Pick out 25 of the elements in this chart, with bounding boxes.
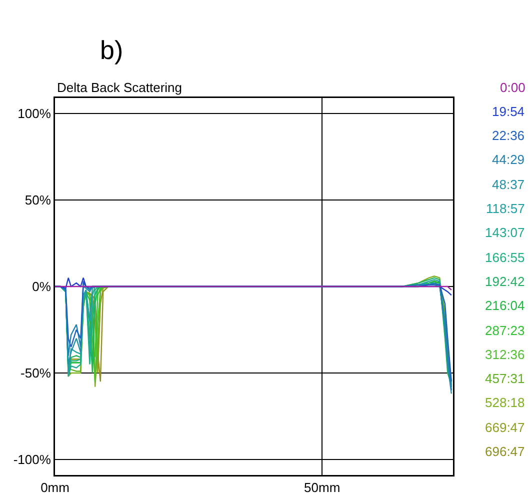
text: 118:57	[486, 201, 525, 216]
text: 143:07	[485, 225, 525, 240]
y-tick-label: -50%	[20, 366, 52, 381]
text: 0:00	[500, 80, 526, 95]
chart-subtitle: Delta Back Scattering	[57, 80, 182, 95]
x-tick-label: 0mm	[40, 480, 70, 493]
y-tick-label: 50%	[24, 192, 52, 208]
text: 44:29	[492, 152, 525, 167]
text: 19:54	[492, 104, 525, 119]
text: 166:55	[485, 250, 525, 265]
y-tick-label: 0%	[32, 279, 52, 294]
chart-title: b)	[100, 35, 124, 66]
text: 696:47	[485, 444, 525, 459]
text: 457:31	[485, 371, 525, 386]
text: 669:47	[485, 420, 525, 435]
text: 312:36	[485, 347, 525, 362]
y-tick-label: 100%	[18, 106, 52, 122]
text: 192:42	[485, 274, 525, 289]
text: 528:18	[485, 395, 525, 410]
y-tick-label: -100%	[13, 452, 52, 467]
x-tick-label: 50mm	[304, 480, 340, 493]
text: 22:36	[492, 128, 525, 143]
text: 48:37	[492, 177, 525, 192]
text: 216:04	[485, 298, 525, 313]
text: 287:23	[485, 323, 525, 338]
